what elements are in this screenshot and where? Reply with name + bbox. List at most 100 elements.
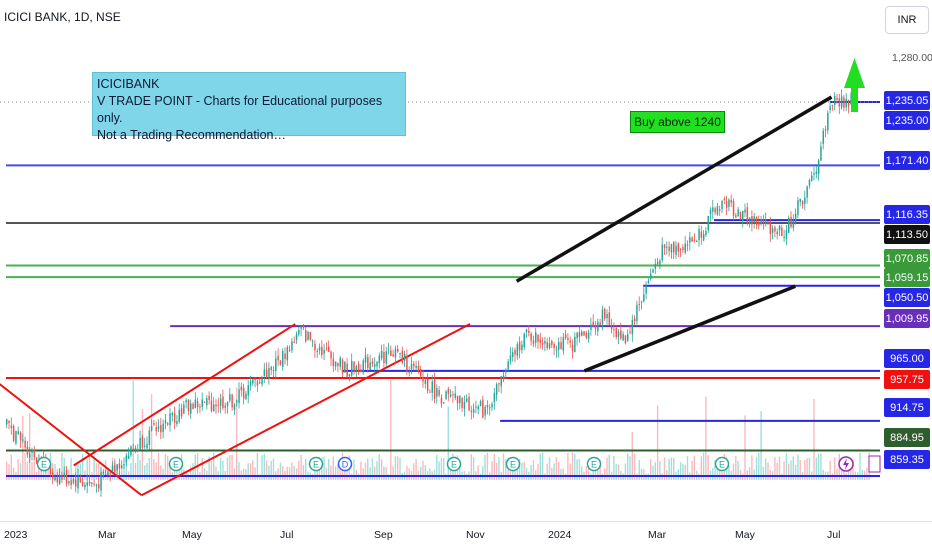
candle-body (507, 361, 509, 370)
candle-body (771, 228, 774, 233)
volume-bar (399, 457, 401, 480)
volume-bar (712, 468, 714, 480)
volume-bar (668, 458, 670, 480)
volume-bar (629, 456, 631, 480)
candle-body (95, 484, 98, 486)
currency-selector[interactable]: INR (885, 6, 929, 34)
event-marker-circle (36, 456, 52, 472)
candle-body (553, 344, 555, 349)
candle-body (302, 325, 305, 328)
candle-body (838, 98, 841, 107)
candle-body (815, 171, 818, 174)
volume-bar (300, 455, 302, 480)
candle-body (486, 405, 489, 408)
volume-bar (482, 466, 484, 480)
candle-body (778, 225, 781, 231)
candle-body (843, 97, 845, 108)
candle-body (29, 453, 31, 458)
volume-bar (433, 469, 436, 480)
volume-bar (265, 460, 268, 480)
volume-bar (272, 458, 275, 480)
candle-body (114, 465, 116, 473)
event-marker: E (586, 456, 602, 472)
candle-body (256, 381, 259, 386)
candle-body (693, 239, 696, 241)
candle-body (169, 413, 171, 426)
volume-bar (295, 468, 298, 480)
candle-body (765, 219, 767, 225)
volume-bar (415, 458, 417, 480)
candle-body (277, 355, 279, 361)
chart-title: ICICI BANK, 1D, NSE (4, 10, 121, 24)
event-marker-circle (714, 456, 730, 472)
candle-body (311, 341, 314, 343)
volume-bar (291, 462, 293, 480)
volume-bar (541, 452, 544, 480)
candle-body (79, 477, 82, 483)
volume-bar (486, 452, 489, 480)
volume-bar (495, 462, 498, 480)
candle-body (328, 346, 330, 352)
price-label: 1,235.00 (884, 111, 930, 130)
candle-body (203, 401, 206, 403)
volume-bar (716, 459, 719, 480)
price-label: 1,113.50 (884, 225, 930, 244)
candle-body (811, 175, 813, 181)
candle-body (831, 104, 834, 106)
candle-body (562, 337, 565, 351)
volume-bar (548, 457, 551, 480)
candle-body (413, 363, 415, 367)
event-marker: E (505, 456, 521, 472)
candle-body (344, 361, 346, 373)
candle-body (236, 400, 238, 403)
volume-bar (638, 460, 640, 480)
volume-bar (155, 462, 157, 480)
candle-body (679, 249, 682, 251)
candle-body (26, 446, 29, 455)
volume-bar (758, 452, 760, 480)
event-marker: E (446, 456, 462, 472)
candle-body (187, 399, 190, 411)
candle-body (164, 420, 167, 424)
volume-bar (263, 453, 265, 480)
candle-body (176, 421, 178, 424)
candle-body (77, 476, 79, 489)
event-marker-label: E (41, 460, 47, 470)
volume-bar (813, 399, 815, 480)
candle-body (68, 481, 70, 484)
volume-bar (360, 461, 362, 480)
candle-body (275, 358, 277, 371)
volume-bar (521, 462, 523, 480)
volume-bar (88, 455, 91, 480)
volume-bar (429, 468, 431, 480)
event-marker: E (36, 456, 52, 472)
volume-bar (785, 453, 788, 480)
volume-bar (233, 468, 236, 480)
volume-bar (408, 468, 410, 480)
volume-bar (183, 469, 185, 480)
candle-body (268, 368, 270, 380)
candle-body (309, 332, 312, 340)
volume-bar (505, 459, 507, 480)
volume-bar (700, 456, 702, 480)
volume-bar (139, 460, 141, 480)
candle-body (431, 381, 433, 393)
volume-bar (420, 466, 422, 480)
volume-bar (146, 463, 148, 480)
candle-body (132, 448, 134, 450)
candle-body (265, 369, 268, 378)
volume-bar (732, 463, 735, 480)
candle-body (286, 346, 289, 361)
candle-body (341, 359, 344, 374)
volume-bar (19, 463, 22, 480)
volume-bar (498, 457, 500, 480)
candle-body (321, 346, 323, 356)
candle-body (691, 237, 693, 242)
volume-bar (121, 467, 123, 480)
candle-body (652, 269, 654, 273)
volume-bar (397, 456, 399, 480)
candle-body (615, 328, 617, 338)
candle-body (130, 446, 132, 456)
